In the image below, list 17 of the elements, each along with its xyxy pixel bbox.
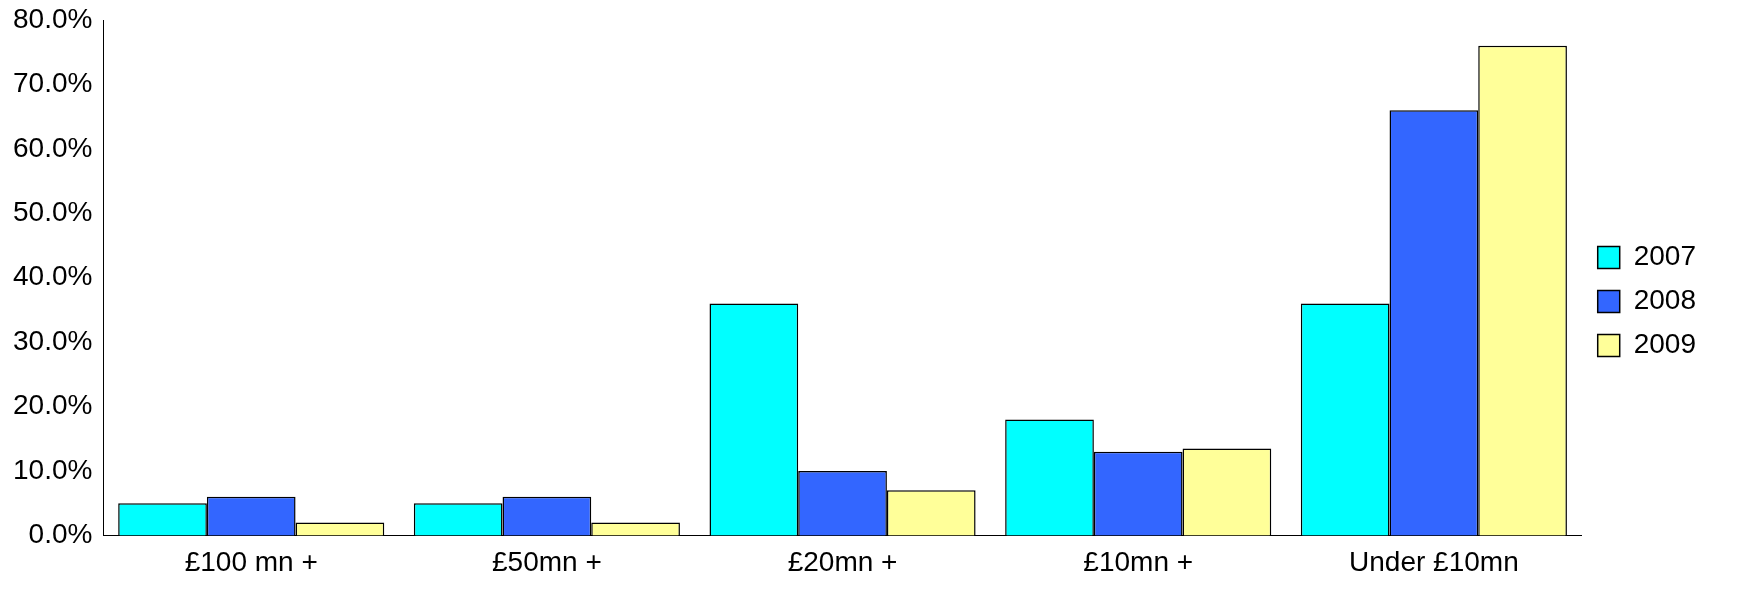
legend-label: 2009 xyxy=(1633,328,1697,360)
y-tick-label: 0.0% xyxy=(28,518,93,550)
x-tick-label: £100 mn + xyxy=(184,545,318,577)
x-tick-label: £10mn + xyxy=(1083,545,1194,577)
y-tick-label: 10.0% xyxy=(12,453,93,485)
x-tick-label: £20mn + xyxy=(787,545,898,577)
legend-label: 2007 xyxy=(1633,240,1697,272)
y-tick-label: 70.0% xyxy=(12,67,93,99)
y-tick-label: 50.0% xyxy=(12,195,93,227)
x-tick-label: £50mn + xyxy=(492,545,602,577)
y-tick-label: 80.0% xyxy=(12,2,93,34)
legend-label: 2008 xyxy=(1633,284,1697,316)
y-tick-label: 20.0% xyxy=(12,389,93,421)
x-tick-label: Under £10mn xyxy=(1349,545,1519,577)
y-tick-label: 30.0% xyxy=(12,324,93,356)
y-tick-label: 60.0% xyxy=(12,131,93,163)
y-tick-label: 40.0% xyxy=(12,260,93,292)
